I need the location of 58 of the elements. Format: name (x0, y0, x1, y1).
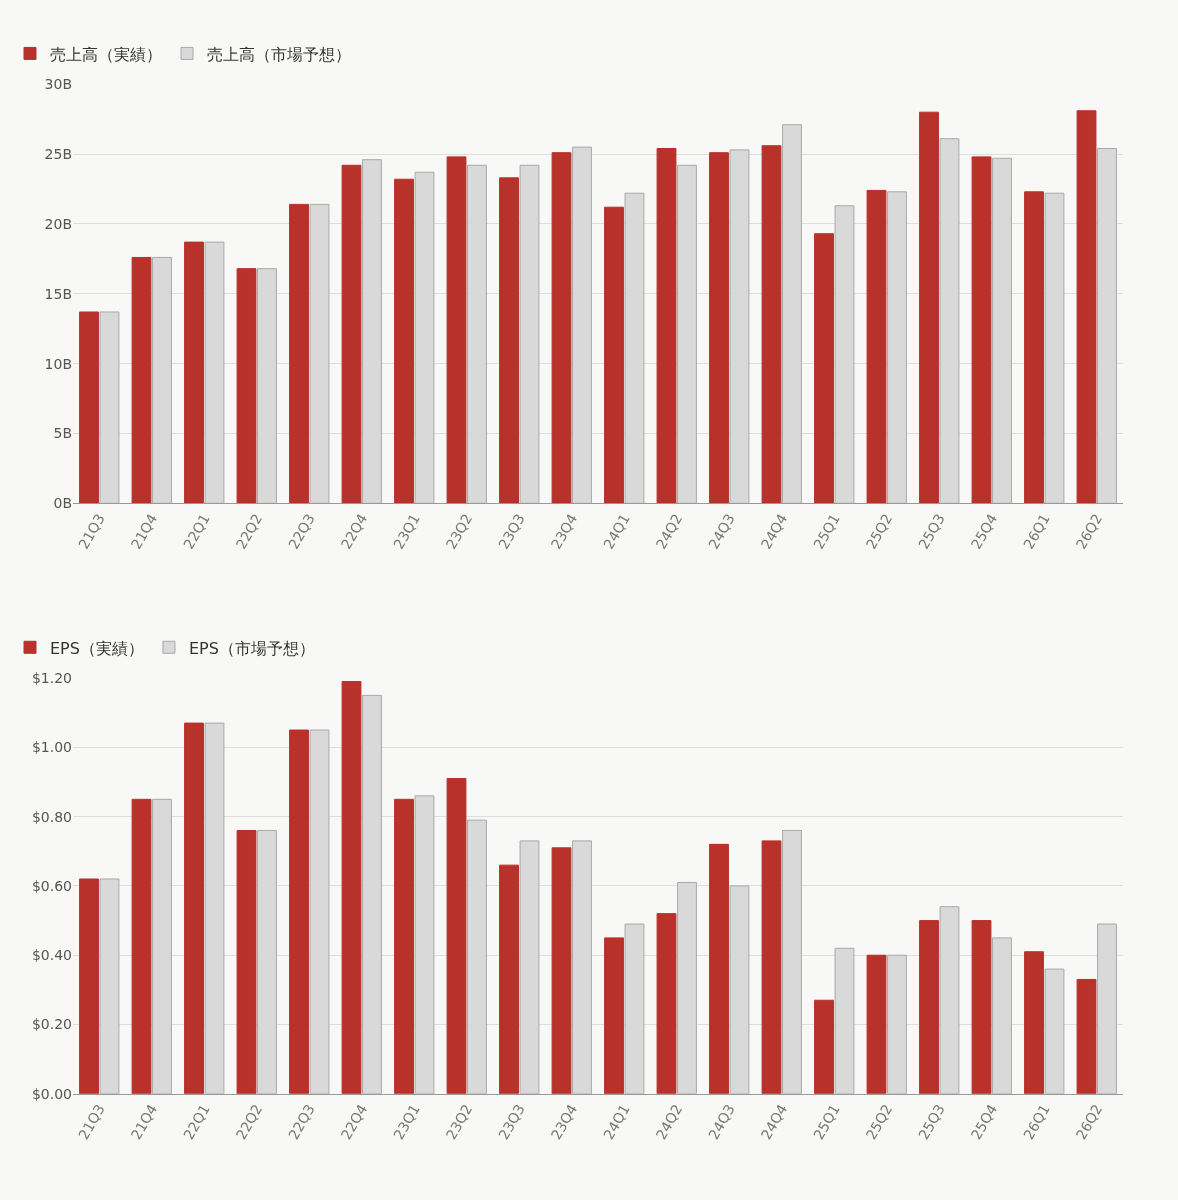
bar (971, 920, 992, 1094)
bar (341, 164, 362, 504)
y-tick-label: 10B (44, 355, 72, 372)
bar (604, 206, 624, 504)
bar (236, 830, 257, 1094)
bar (709, 843, 729, 1094)
bar (289, 729, 309, 1094)
bar (499, 864, 519, 1094)
bar (79, 878, 99, 1094)
y-tick-label: 0B (53, 495, 72, 512)
bar (971, 156, 992, 504)
bar (814, 233, 834, 504)
bar (1024, 191, 1044, 504)
bar (1076, 110, 1097, 504)
bar (551, 152, 572, 504)
y-tick-label: $1.20 (31, 669, 72, 686)
legend-label: 売上高（市場予想） (207, 44, 351, 64)
bar (814, 999, 834, 1094)
bar (656, 148, 677, 504)
bar (184, 241, 204, 504)
bar (131, 256, 152, 504)
y-tick-label: 25B (44, 145, 72, 162)
y-tick-label: $0.60 (31, 877, 72, 894)
bar (499, 177, 519, 504)
bar (341, 681, 362, 1094)
y-tick-label: $0.20 (31, 1016, 72, 1033)
bar (1076, 978, 1097, 1094)
bar (131, 798, 152, 1094)
bar (709, 152, 729, 504)
legend-label: 売上高（実績） (50, 44, 162, 64)
bar (919, 111, 939, 504)
y-tick-label: 30B (44, 76, 72, 93)
bar (446, 778, 467, 1094)
bar (866, 189, 887, 504)
y-tick-label: 20B (44, 215, 72, 232)
y-tick-label: $0.80 (31, 808, 72, 825)
bar (394, 178, 414, 504)
legend-label: EPS（市場予想） (188, 638, 315, 658)
bar (394, 798, 414, 1094)
bar (919, 920, 939, 1094)
bar (184, 722, 204, 1094)
bar (236, 268, 257, 504)
bar (289, 203, 309, 504)
bar (866, 954, 887, 1094)
y-tick-label: 5B (53, 425, 72, 442)
y-tick-label: $1.00 (31, 739, 72, 756)
bar (551, 847, 572, 1094)
bar (1024, 951, 1044, 1094)
bar (604, 937, 624, 1094)
legend-label: EPS（実績） (50, 638, 144, 658)
bar (79, 311, 99, 504)
y-tick-label: 15B (44, 285, 72, 302)
bar (761, 840, 782, 1094)
y-tick-label: $0.00 (31, 1085, 72, 1102)
y-tick-label: $0.40 (31, 947, 72, 964)
bar (446, 156, 467, 504)
bar (656, 913, 677, 1094)
bar (761, 145, 782, 504)
